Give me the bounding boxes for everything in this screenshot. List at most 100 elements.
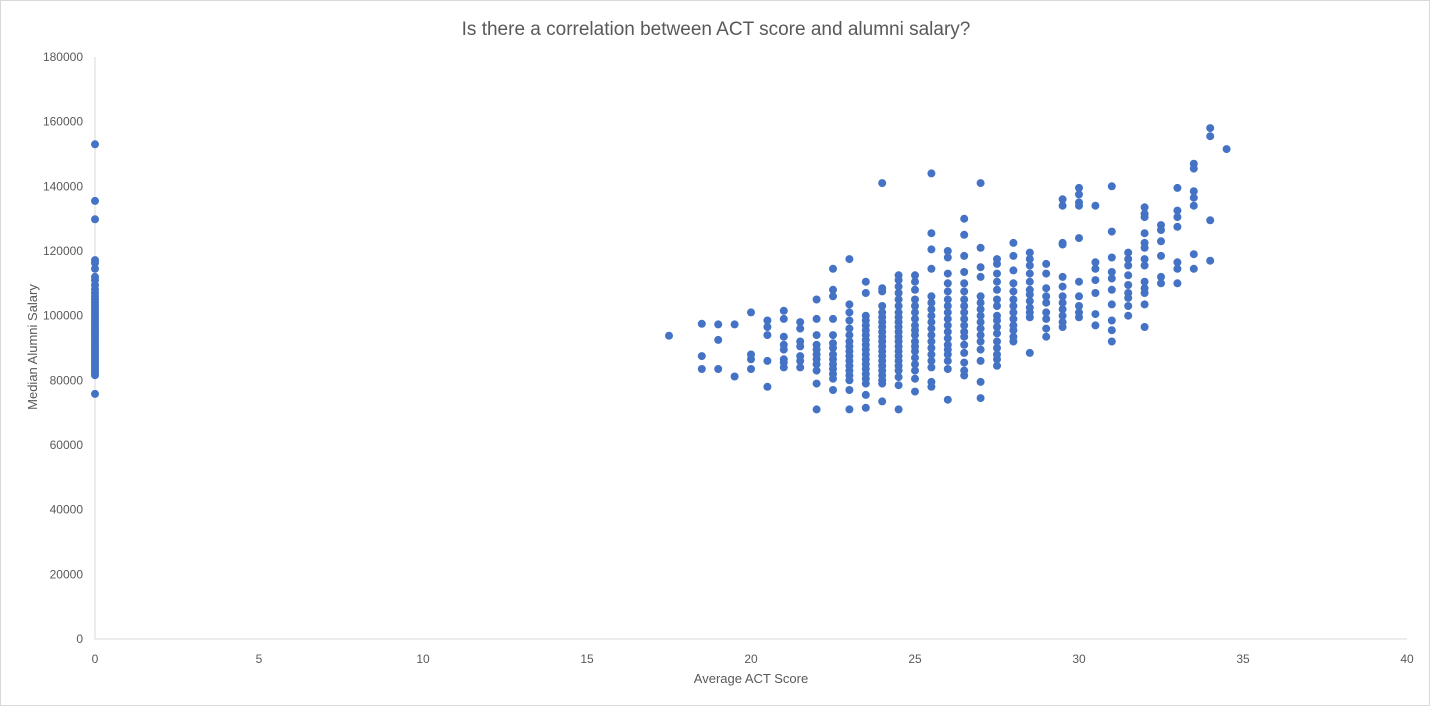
data-point bbox=[1173, 222, 1182, 231]
data-point bbox=[960, 251, 969, 260]
data-point bbox=[1173, 213, 1182, 222]
data-point bbox=[993, 302, 1001, 310]
data-point bbox=[911, 314, 919, 323]
data-point bbox=[91, 215, 99, 224]
data-point bbox=[730, 320, 739, 329]
data-point bbox=[943, 327, 952, 336]
data-point bbox=[1124, 248, 1133, 257]
data-point bbox=[1189, 193, 1198, 202]
data-point bbox=[911, 387, 919, 396]
data-point bbox=[1025, 248, 1034, 257]
data-point bbox=[894, 373, 903, 382]
data-point bbox=[911, 374, 919, 383]
data-point bbox=[1173, 264, 1182, 273]
data-point bbox=[1042, 332, 1051, 341]
data-point bbox=[927, 305, 936, 314]
data-point bbox=[1107, 285, 1116, 294]
data-point bbox=[976, 305, 985, 314]
data-point bbox=[829, 292, 837, 301]
data-point bbox=[993, 355, 1001, 364]
data-point bbox=[976, 337, 985, 346]
data-point bbox=[747, 365, 755, 373]
data-point bbox=[960, 295, 969, 304]
data-point bbox=[927, 382, 936, 391]
data-point bbox=[960, 279, 969, 288]
data-point bbox=[796, 363, 805, 372]
data-point bbox=[927, 311, 936, 320]
data-point bbox=[927, 337, 936, 346]
data-point bbox=[976, 324, 985, 333]
data-point bbox=[1009, 238, 1018, 247]
data-point bbox=[1091, 321, 1100, 330]
data-point bbox=[976, 292, 985, 301]
data-point bbox=[1140, 213, 1149, 222]
data-point bbox=[993, 329, 1001, 338]
y-axis-label: Median Alumni Salary bbox=[25, 284, 40, 410]
data-point bbox=[1025, 277, 1034, 286]
data-point bbox=[911, 331, 919, 340]
data-point bbox=[763, 382, 772, 391]
data-point bbox=[911, 285, 919, 294]
data-point bbox=[861, 390, 870, 399]
data-point bbox=[911, 347, 919, 356]
data-point bbox=[1124, 271, 1133, 280]
data-point bbox=[993, 285, 1001, 294]
data-point bbox=[1140, 289, 1149, 297]
data-point bbox=[779, 314, 788, 323]
x-tick-label: 20 bbox=[744, 652, 758, 666]
data-point bbox=[714, 335, 723, 344]
x-axis-ticks: 0 5 10 15 20 25 30 35 40 bbox=[92, 652, 1414, 666]
x-tick-label: 15 bbox=[580, 652, 594, 666]
data-point bbox=[1075, 302, 1083, 310]
data-point bbox=[960, 358, 969, 367]
data-point bbox=[1189, 201, 1198, 210]
data-point bbox=[1124, 302, 1133, 310]
data-point bbox=[1075, 292, 1083, 301]
data-point bbox=[1009, 266, 1018, 275]
data-point bbox=[927, 264, 936, 273]
data-point bbox=[1206, 132, 1215, 141]
data-point bbox=[878, 287, 887, 296]
data-point bbox=[1189, 264, 1198, 273]
data-point bbox=[1206, 216, 1215, 225]
data-point bbox=[911, 366, 919, 375]
data-point bbox=[960, 214, 969, 223]
data-point bbox=[927, 344, 936, 352]
x-tick-label: 5 bbox=[256, 652, 263, 666]
data-point bbox=[927, 318, 936, 327]
data-point bbox=[960, 230, 969, 239]
data-point bbox=[796, 318, 805, 327]
data-point bbox=[845, 316, 854, 325]
data-point bbox=[1140, 277, 1149, 286]
data-point bbox=[927, 331, 936, 340]
data-point bbox=[1189, 250, 1198, 259]
data-point bbox=[1206, 124, 1215, 133]
x-tick-label: 10 bbox=[416, 652, 430, 666]
data-point bbox=[829, 374, 837, 383]
data-point bbox=[1091, 289, 1100, 297]
data-point bbox=[812, 405, 821, 414]
data-point bbox=[1107, 316, 1116, 325]
data-point bbox=[894, 295, 903, 304]
data-point bbox=[1107, 268, 1116, 276]
data-point bbox=[1009, 251, 1018, 260]
data-point bbox=[1173, 206, 1182, 215]
data-point bbox=[927, 292, 936, 301]
data-point bbox=[993, 361, 1001, 370]
data-point bbox=[943, 308, 952, 317]
data-point bbox=[829, 314, 837, 323]
data-point bbox=[993, 269, 1001, 278]
data-point bbox=[763, 356, 772, 365]
data-point bbox=[812, 379, 821, 388]
y-tick-label: 20000 bbox=[50, 567, 84, 581]
data-point bbox=[1157, 237, 1165, 246]
data-point bbox=[993, 316, 1001, 325]
data-point bbox=[927, 169, 936, 178]
data-point bbox=[894, 366, 903, 375]
data-point bbox=[1025, 269, 1034, 278]
data-point bbox=[1107, 300, 1116, 309]
data-point bbox=[845, 308, 854, 317]
data-point bbox=[697, 352, 706, 361]
data-point bbox=[993, 277, 1001, 286]
data-point bbox=[927, 363, 936, 372]
